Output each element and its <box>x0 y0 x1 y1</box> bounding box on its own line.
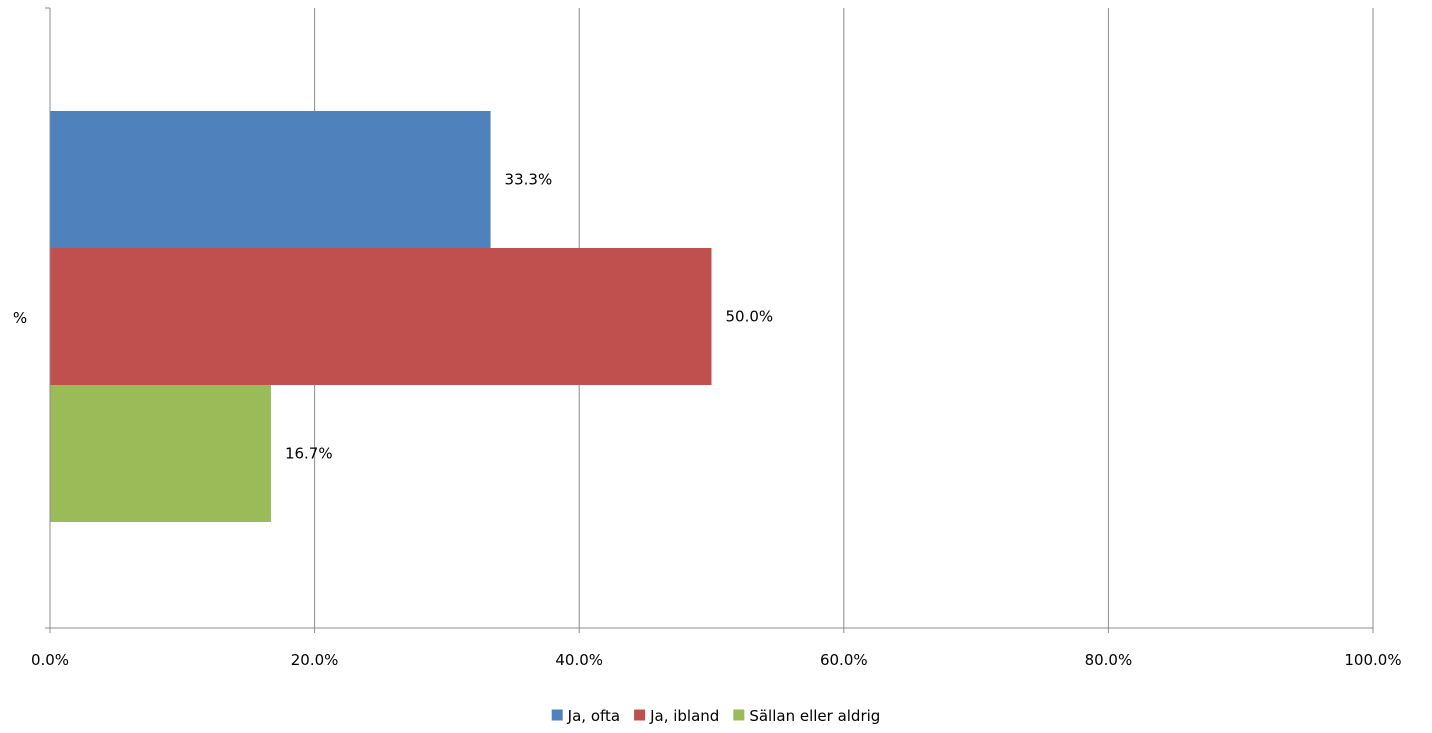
data-label-1: 33.3% <box>505 171 553 189</box>
x-tick-label-3: 60.0% <box>820 651 868 669</box>
legend-swatch-1 <box>551 709 563 721</box>
x-tick-label-1: 20.0% <box>291 651 339 669</box>
bar-1 <box>50 111 491 248</box>
x-tick-label-2: 40.0% <box>555 651 603 669</box>
legend-swatch-2 <box>634 709 646 721</box>
bar-2 <box>50 248 712 385</box>
x-tick-label-0: 0.0% <box>31 651 69 669</box>
bar-3 <box>50 385 271 522</box>
legend-label-3: Sällan eller aldrig <box>749 707 880 725</box>
bars <box>50 111 712 522</box>
x-tick-label-4: 80.0% <box>1085 651 1133 669</box>
axes <box>45 7 1374 633</box>
legend-swatch-3 <box>733 709 745 721</box>
legend-label-1: Ja, ofta <box>567 707 620 725</box>
legend: Ja, ofta Ja, ibland Sällan eller aldrig <box>551 707 880 725</box>
gridlines <box>314 8 1374 628</box>
data-label-3: 16.7% <box>285 445 333 463</box>
labels: 33.3% 50.0% 16.7% 0.0% 20.0% 40.0% 60.0% 80.0% 1… <box>13 171 1402 670</box>
legend-label-2: Ja, ibland <box>649 707 719 725</box>
x-tick-label-5: 100.0% <box>1344 651 1401 669</box>
category-label: % <box>13 309 27 327</box>
data-label-2: 50.0% <box>726 308 774 326</box>
